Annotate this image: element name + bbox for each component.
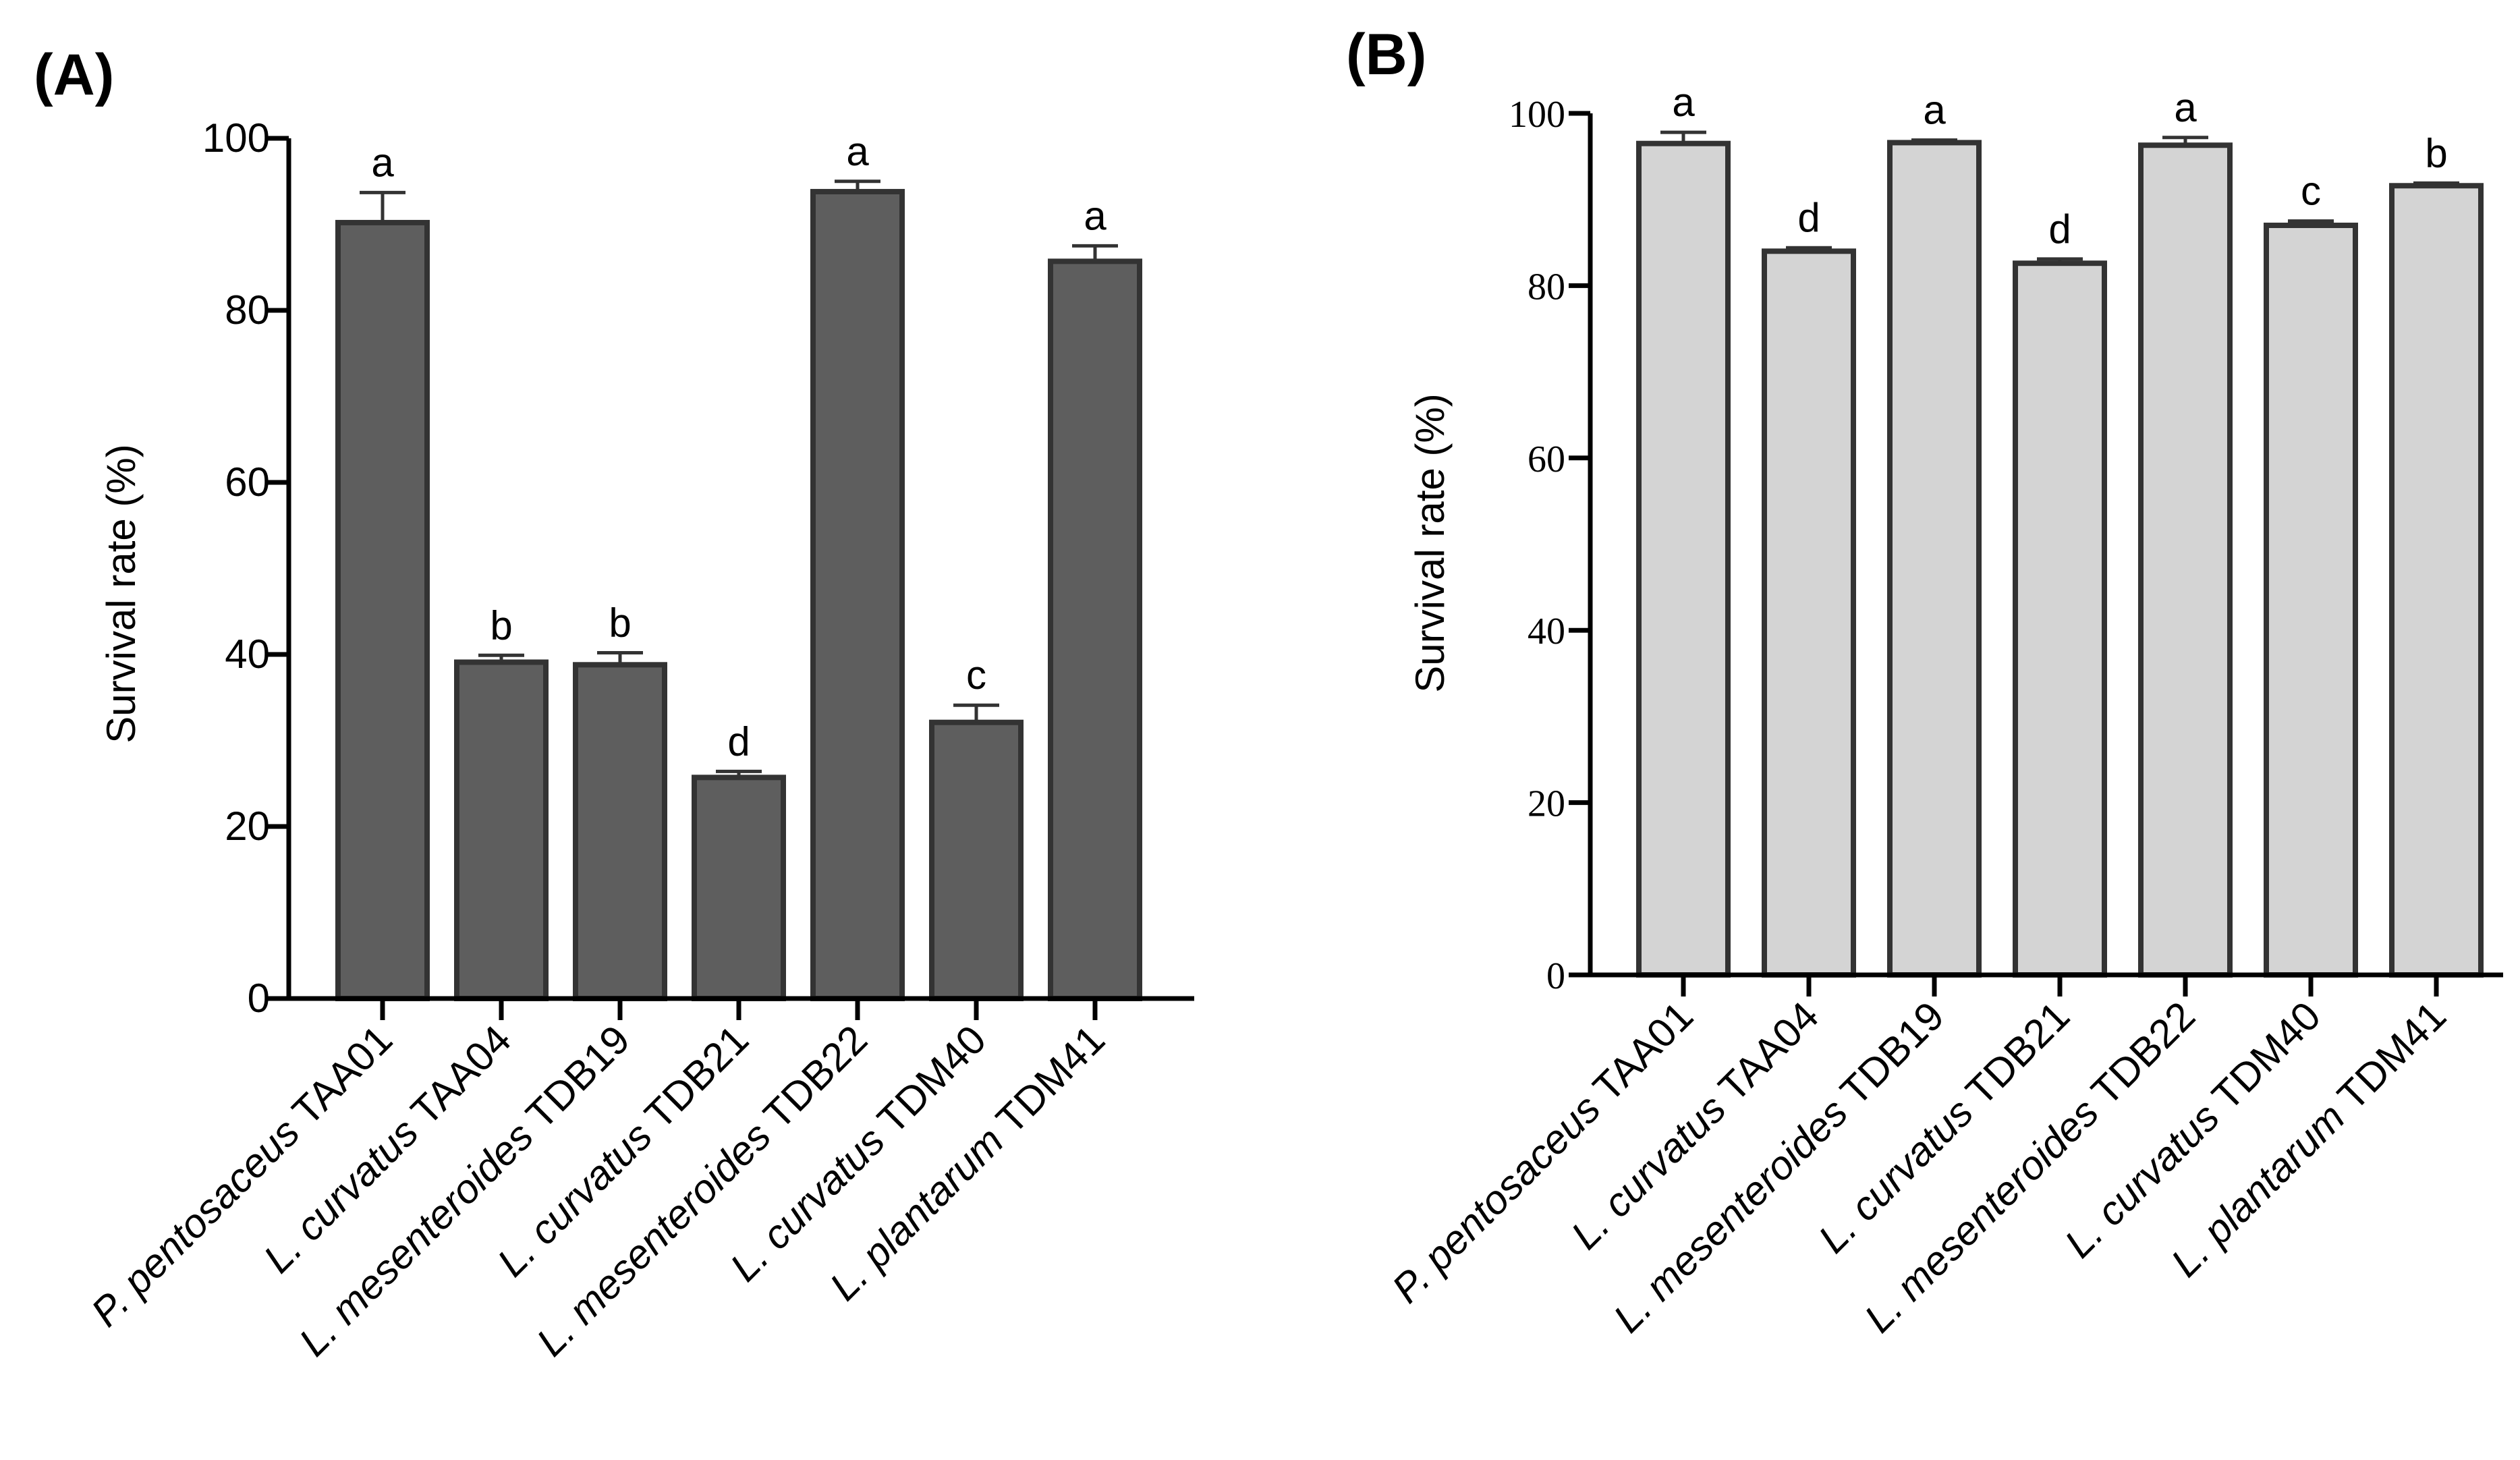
- panel-a-bars: a b b d a c a: [335, 129, 1142, 1002]
- significance-label: a: [846, 129, 869, 174]
- significance-label: a: [2174, 85, 2197, 130]
- y-tick-label: 20: [1528, 783, 1565, 825]
- y-tick-label: 40: [1528, 611, 1565, 652]
- x-category-strain: TAA04: [1702, 993, 1827, 1118]
- significance-label: d: [2048, 206, 2071, 252]
- significance-label: a: [1672, 80, 1695, 125]
- significance-label: b: [609, 600, 631, 645]
- x-category-species: L. mesenteroides: [1604, 1090, 1856, 1341]
- panel-b-bars: a d a d a c b: [1636, 80, 2484, 978]
- x-category-species: P. pentosaceus: [1383, 1086, 1608, 1311]
- x-category-strain: TDB21: [1950, 993, 2078, 1121]
- bar: [1048, 258, 1142, 1002]
- x-category-species: P. pentosaceus: [82, 1109, 308, 1335]
- panel-a-label: (A): [34, 43, 114, 107]
- bar: [2138, 142, 2233, 978]
- bar: [810, 189, 905, 1001]
- significance-label: d: [1797, 195, 1820, 240]
- significance-label: b: [490, 602, 512, 648]
- y-tick-label: 40: [225, 631, 270, 677]
- bar: [1762, 248, 1856, 978]
- bar: [692, 775, 786, 1001]
- panel-b-y-ticks: 0 20 40 60 80 100: [1509, 94, 1590, 997]
- y-tick-label: 80: [225, 287, 270, 333]
- significance-label: d: [727, 719, 750, 764]
- y-tick-label: 100: [202, 115, 270, 161]
- significance-label: a: [1923, 88, 1946, 133]
- panel-a-y-axis-label: Survival rate (%): [99, 444, 144, 743]
- x-category-strain: TDM41: [980, 1017, 1113, 1150]
- bar: [1887, 140, 1982, 978]
- y-tick-label: 0: [1546, 955, 1565, 997]
- panel-a-y-ticks: 0 20 40 60 80 100: [202, 115, 289, 1021]
- y-tick-label: 60: [225, 459, 270, 505]
- significance-label: c: [2301, 169, 2321, 214]
- bar: [2013, 260, 2107, 978]
- bar: [929, 719, 1024, 1001]
- x-category-strain: TAA01: [1577, 993, 1702, 1118]
- bar: [454, 659, 549, 1001]
- bar: [1636, 140, 1731, 978]
- y-tick-label: 80: [1528, 266, 1565, 308]
- significance-label: a: [1084, 193, 1107, 238]
- panel-b-y-axis-label: Survival rate (%): [1407, 393, 1453, 692]
- significance-label: c: [966, 652, 986, 698]
- bar: [335, 219, 430, 1002]
- y-tick-label: 0: [248, 976, 270, 1021]
- x-category-strain: TDB22: [2075, 993, 2204, 1121]
- bar: [2264, 223, 2358, 978]
- x-category-strain: TDB19: [1824, 993, 1953, 1121]
- panel-b-label: (B): [1346, 22, 1426, 87]
- y-tick-label: 20: [225, 804, 270, 849]
- y-tick-label: 60: [1528, 439, 1565, 480]
- significance-label: b: [2425, 130, 2447, 175]
- bar: [2389, 183, 2484, 978]
- x-category-strain: TDM41: [2322, 993, 2455, 1126]
- significance-label: a: [371, 140, 394, 185]
- bar: [573, 662, 667, 1001]
- x-category-species: L. mesenteroides: [1855, 1090, 2107, 1341]
- y-tick-label: 100: [1509, 94, 1565, 136]
